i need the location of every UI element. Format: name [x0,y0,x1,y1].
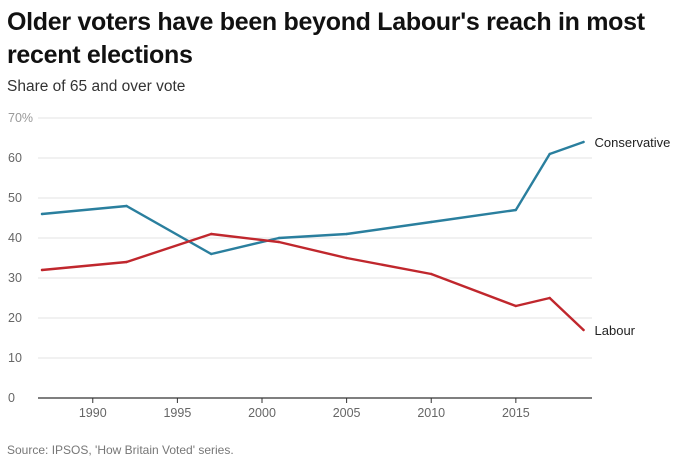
labour-point [430,272,433,276]
x-tick-label: 1995 [163,406,191,420]
conservative-point [514,208,518,212]
labour-line [40,232,585,332]
chart-subtitle: Share of 65 and over vote [7,78,186,95]
conservative-point [345,232,348,236]
gridlines [38,117,592,399]
y-tick-label: 40 [8,231,22,245]
source-note: Source: IPSOS, 'How Britain Voted' serie… [7,443,234,457]
y-tick-label: 30 [8,271,22,285]
x-tick-label: 2005 [333,406,361,420]
series-labels: Conservative Labour [595,135,671,338]
chart-title: Older voters have been beyond Labour's r… [7,8,645,69]
conservative-point [430,220,433,224]
y-tick-label: 70% [8,111,33,125]
labour-point [582,328,585,332]
conservative-point [277,236,281,240]
x-tick-label: 2010 [417,406,445,420]
labour-series-label: Labour [595,323,636,338]
y-tick-label: 50 [8,191,22,205]
conservative-point [210,252,213,256]
labour-point [514,304,518,308]
labour-point [40,268,44,272]
conservative-point [125,204,128,208]
conservative-point [548,152,551,156]
y-tick-label: 10 [8,351,22,365]
labour-point [345,256,348,260]
labour-point [210,232,213,236]
y-tick-label: 0 [8,391,15,405]
x-tick-label: 2015 [502,406,530,420]
labour-point [277,240,281,244]
x-tick-label: 2000 [248,406,276,420]
x-tick-label: 1990 [79,406,107,420]
conservative-series-label: Conservative [595,135,671,150]
conservative-point [40,212,44,216]
y-axis-ticks: 0 10 20 30 40 50 60 70% [8,111,33,405]
labour-point [125,260,128,264]
labour-point [548,296,551,300]
series-lines [40,140,585,332]
y-tick-label: 60 [8,151,22,165]
y-tick-label: 20 [8,311,22,325]
x-axis-ticks: 1990 1995 2000 2005 2010 2015 [79,398,530,420]
conservative-point [582,140,585,144]
